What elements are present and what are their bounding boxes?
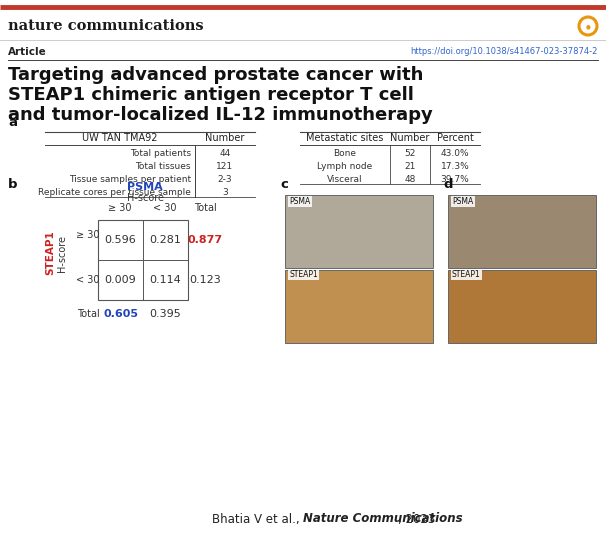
Text: < 30: < 30 [76, 275, 100, 285]
Text: Percent: Percent [436, 133, 473, 143]
Text: H-score: H-score [57, 235, 67, 272]
Text: c: c [280, 178, 288, 192]
Text: Total: Total [194, 203, 216, 213]
Text: UW TAN TMA92: UW TAN TMA92 [82, 133, 158, 143]
Bar [448, 195, 596, 268]
Text: 43.0%: 43.0% [441, 149, 469, 158]
Text: 0.123: 0.123 [189, 275, 221, 285]
Text: https://doi.org/10.1038/s41467-023-37874-2: https://doi.org/10.1038/s41467-023-37874… [411, 47, 598, 56]
Text: Replicate cores per tissue sample: Replicate cores per tissue sample [38, 188, 191, 197]
Text: 0.281: 0.281 [150, 235, 181, 245]
Text: Targeting advanced prostate cancer with: Targeting advanced prostate cancer with [8, 66, 424, 84]
Text: 17.3%: 17.3% [441, 162, 470, 171]
Text: 0.114: 0.114 [150, 275, 181, 285]
Bar [285, 195, 433, 268]
Bar [448, 270, 596, 343]
Text: 0.596: 0.596 [105, 235, 136, 245]
Text: 52: 52 [404, 149, 416, 158]
Text: Lymph node: Lymph node [318, 162, 373, 171]
Text: STEAP1: STEAP1 [452, 270, 481, 279]
Text: Bone: Bone [333, 149, 356, 158]
Text: Visceral: Visceral [327, 175, 363, 184]
Text: d: d [443, 178, 453, 192]
Text: PSMA: PSMA [289, 197, 310, 206]
Text: Tissue samples per patient: Tissue samples per patient [69, 175, 191, 184]
Text: 0.877: 0.877 [187, 235, 222, 245]
Text: STEAP1 chimeric antigen receptor T cell: STEAP1 chimeric antigen receptor T cell [8, 86, 414, 104]
Text: Total patients: Total patients [130, 149, 191, 158]
Text: 0.009: 0.009 [105, 275, 136, 285]
Text: ≥ 30: ≥ 30 [108, 203, 132, 213]
Text: nature communications: nature communications [8, 19, 204, 33]
Text: STEAP1: STEAP1 [45, 230, 55, 275]
Text: 21: 21 [404, 162, 416, 171]
Text: and tumor-localized IL-12 immunotherapy: and tumor-localized IL-12 immunotherapy [8, 106, 433, 124]
Text: Article: Article [8, 47, 47, 57]
Text: 48: 48 [404, 175, 416, 184]
Text: 3: 3 [222, 188, 228, 197]
Text: 39.7%: 39.7% [441, 175, 470, 184]
Text: 121: 121 [216, 162, 233, 171]
Text: STEAP1: STEAP1 [289, 270, 318, 279]
Text: , 2023: , 2023 [398, 512, 435, 526]
Text: PSMA: PSMA [127, 182, 163, 192]
Text: b: b [8, 178, 18, 192]
Bar [285, 270, 433, 343]
Text: Bhatia V et al.,: Bhatia V et al., [211, 512, 303, 526]
Text: Number: Number [390, 133, 430, 143]
Text: 0.605: 0.605 [103, 309, 138, 319]
Text: ≥ 30: ≥ 30 [76, 230, 100, 240]
Text: PSMA: PSMA [452, 197, 473, 206]
Text: ●: ● [585, 25, 590, 30]
Text: < 30: < 30 [153, 203, 177, 213]
Text: Total: Total [76, 309, 99, 319]
Text: Nature Communications: Nature Communications [303, 512, 462, 526]
Text: Number: Number [205, 133, 245, 143]
Text: a: a [8, 115, 17, 128]
Text: 2-3: 2-3 [218, 175, 232, 184]
Text: Metastatic sites: Metastatic sites [306, 133, 384, 143]
Text: 44: 44 [219, 149, 231, 158]
Text: Total tissues: Total tissues [136, 162, 191, 171]
Text: H-score: H-score [127, 193, 164, 203]
Text: 0.395: 0.395 [150, 309, 181, 319]
Bar [98, 220, 188, 300]
